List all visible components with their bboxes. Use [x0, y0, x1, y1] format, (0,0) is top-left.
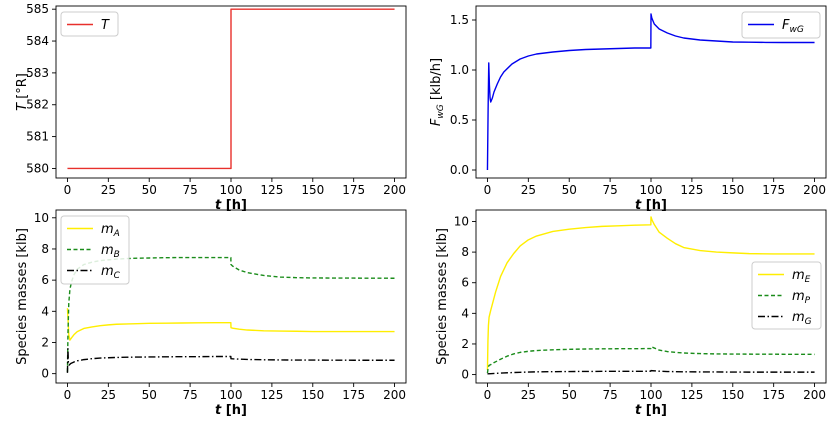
y-tick-label: 0 — [461, 368, 469, 382]
x-tick-label: 50 — [562, 183, 577, 197]
x-tick-label: 200 — [383, 183, 406, 197]
legend-entry: mA — [101, 222, 120, 239]
series-line-mc — [66, 348, 395, 373]
y-tick-label: 580 — [26, 161, 49, 175]
species-masses-epg-chart: 0 25 50 75 100 125 150 175 200 0 2 4 6 8 10 t [h] Specie… — [435, 209, 827, 418]
legend-entry: T — [101, 18, 110, 33]
x-tick-label: 100 — [640, 388, 663, 402]
x-tick-label: 0 — [64, 183, 72, 197]
x-tick-label: 25 — [101, 183, 116, 197]
x-tick-label: 75 — [182, 388, 197, 402]
y-tick-label: 6 — [41, 273, 49, 287]
x-tick-label: 175 — [342, 183, 365, 197]
x-tick-label: 200 — [803, 388, 826, 402]
y-tick-label: 0.0 — [450, 163, 469, 177]
series-line-Fwg — [486, 13, 815, 171]
y-axis-label: FwG [klb/h] — [429, 58, 446, 126]
y-tick-label: 8 — [461, 245, 469, 259]
y-axis-label: T [°R] — [15, 73, 30, 111]
x-tick-label: 25 — [521, 183, 536, 197]
y-tick-label: 6 — [461, 276, 469, 290]
y-tick-label: 1.0 — [450, 63, 469, 77]
x-tick-label: 150 — [721, 183, 744, 197]
x-tick-label: 125 — [260, 183, 283, 197]
x-tick-label: 200 — [383, 388, 406, 402]
x-tick-label: 150 — [301, 183, 324, 197]
x-tick-label: 125 — [260, 388, 283, 402]
x-tick-label: 100 — [220, 183, 243, 197]
y-axis-label: Species masses [klb] — [15, 228, 30, 365]
y-tick-label: 585 — [26, 2, 49, 16]
y-tick-label: 1.5 — [450, 13, 469, 27]
y-tick-label: 2 — [461, 337, 469, 351]
series-line-mg — [487, 369, 815, 375]
legend-box — [60, 215, 130, 285]
x-tick-label: 75 — [182, 183, 197, 197]
temperature-chart: 0 25 50 75 100 125 150 175 200 580 581 582 583 584 585… — [15, 2, 407, 213]
species-masses-abc-chart: 0 25 50 75 100 125 150 175 200 0 2 4 6 8 10 t [h] Specie… — [15, 209, 407, 418]
x-axis-label: t [h] — [635, 198, 667, 213]
x-tick-label: 75 — [602, 183, 617, 197]
y-tick-label: 10 — [454, 214, 469, 228]
y-tick-label: 2 — [41, 335, 49, 349]
x-tick-label: 175 — [342, 388, 365, 402]
x-tick-label: 50 — [562, 388, 577, 402]
legend-entry: mC — [101, 264, 121, 281]
series-line-me — [486, 216, 815, 371]
x-tick-label: 175 — [762, 183, 785, 197]
y-tick-label: 8 — [41, 242, 49, 256]
x-tick-label: 125 — [680, 183, 703, 197]
y-tick-label: 584 — [26, 34, 49, 48]
y-tick-label: 0.5 — [450, 113, 469, 127]
y-tick-label: 4 — [461, 306, 469, 320]
x-tick-label: 125 — [680, 388, 703, 402]
x-axis-label: t [h] — [215, 403, 247, 418]
legend-box — [741, 11, 821, 39]
x-tick-label: 0 — [64, 388, 72, 402]
series-line-ma — [66, 308, 395, 341]
legend-entry: mG — [792, 310, 812, 327]
legend-entry: mE — [792, 268, 811, 285]
y-tick-label: 583 — [26, 66, 49, 80]
x-axis-label: t [h] — [635, 403, 667, 418]
y-tick-label: 10 — [34, 211, 49, 225]
y-tick-label: 581 — [26, 130, 49, 144]
x-tick-label: 25 — [101, 388, 116, 402]
x-tick-label: 0 — [484, 388, 492, 402]
series-line-mb — [66, 256, 395, 373]
x-tick-label: 150 — [301, 388, 324, 402]
legend-entry: FwG — [782, 18, 804, 35]
y-tick-label: 0 — [41, 367, 49, 381]
legend-entry: mB — [101, 243, 120, 260]
x-tick-label: 50 — [142, 388, 157, 402]
x-axis-label: t [h] — [215, 198, 247, 213]
x-tick-label: 100 — [640, 183, 663, 197]
x-tick-label: 175 — [762, 388, 785, 402]
x-tick-label: 0 — [484, 183, 492, 197]
x-tick-label: 100 — [220, 388, 243, 402]
x-tick-label: 75 — [602, 388, 617, 402]
y-axis-label: Species masses [klb] — [435, 228, 450, 365]
series-line-T — [67, 8, 395, 170]
y-tick-label: 582 — [26, 98, 49, 112]
y-tick-label: 4 — [41, 304, 49, 318]
fwg-flow-chart: 0 25 50 75 100 125 150 175 200 0.0 0.5 1.0 1.5 t [h] F… — [429, 5, 827, 213]
x-tick-label: 50 — [142, 183, 157, 197]
series-line-mp — [486, 346, 815, 374]
legend-entry: mP — [792, 289, 811, 306]
legend-box — [751, 261, 822, 330]
x-tick-label: 150 — [721, 388, 744, 402]
x-tick-label: 25 — [521, 388, 536, 402]
x-tick-label: 200 — [803, 183, 826, 197]
